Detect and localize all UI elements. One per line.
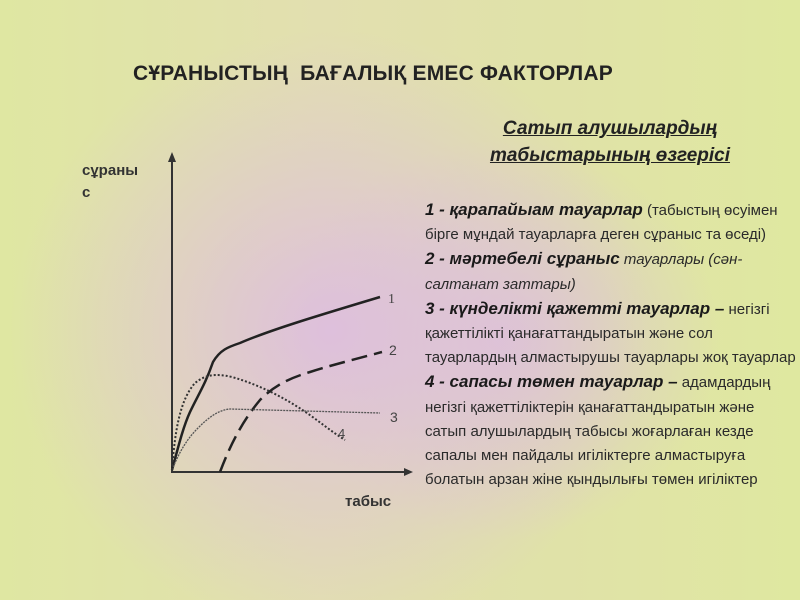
curve-1: [170, 295, 381, 471]
item-4-heading: 4 - сапасы төмен тауарлар –: [425, 372, 678, 392]
y-axis-label-line-2: с: [82, 184, 91, 201]
x-axis-label: табыс: [345, 493, 392, 510]
list-item-4: 4 - сапасы төмен тауарлар – адамдардың н…: [425, 370, 797, 492]
y-axis-arrow: [168, 152, 176, 162]
item-3-heading: 3 - күнделікті қажетті тауарлар –: [425, 298, 725, 318]
curve-3: [171, 408, 381, 471]
curve-2: [218, 350, 383, 473]
item-2-heading: 2 - мәртебелі сұраныс: [425, 249, 620, 269]
y-axis-label-line-1: сұраны: [82, 162, 139, 179]
goods-types-list: 1 - қарапайыам тауарлар (табыстың өсуіме…: [425, 198, 797, 492]
slide-title: СҰРАНЫСТЫҢ БАҒАЛЫҚ ЕМЕС ФАКТОРЛАР: [133, 62, 613, 85]
item-3-text: негізгі қажеттілікті қанағаттандыратын ж…: [425, 300, 796, 367]
curve-4: [171, 374, 346, 471]
curve-label-2: 2: [389, 342, 397, 358]
list-item-2: 2 - мәртебелі сұраныс тауарлары (сән-сал…: [425, 247, 797, 296]
item-4-text: адамдардың негізгі қажеттіліктерін қанағ…: [425, 374, 771, 489]
curve-label-4: 4: [338, 426, 345, 441]
curve-label-3: 3: [390, 409, 398, 425]
list-item-3: 3 - күнделікті қажетті тауарлар – негізг…: [425, 297, 797, 371]
curve-label-1: 1: [388, 292, 395, 307]
list-item-1: 1 - қарапайыам тауарлар (табыстың өсуіме…: [425, 198, 797, 247]
subheading-line-2: табыстарының өзгерісі: [489, 145, 731, 166]
x-axis-arrow: [404, 468, 413, 476]
subheading-line-1: Сатып алушылардың: [502, 118, 718, 139]
item-2-text: тауарлары (сән-салтанат заттары): [425, 251, 743, 293]
y-axis-label: сұраны с: [82, 160, 152, 204]
item-1-text: (табыстың өсуімен бірге мұндай тауарларғ…: [425, 202, 778, 244]
item-1-heading: 1 - қарапайыам тауарлар: [425, 200, 643, 219]
